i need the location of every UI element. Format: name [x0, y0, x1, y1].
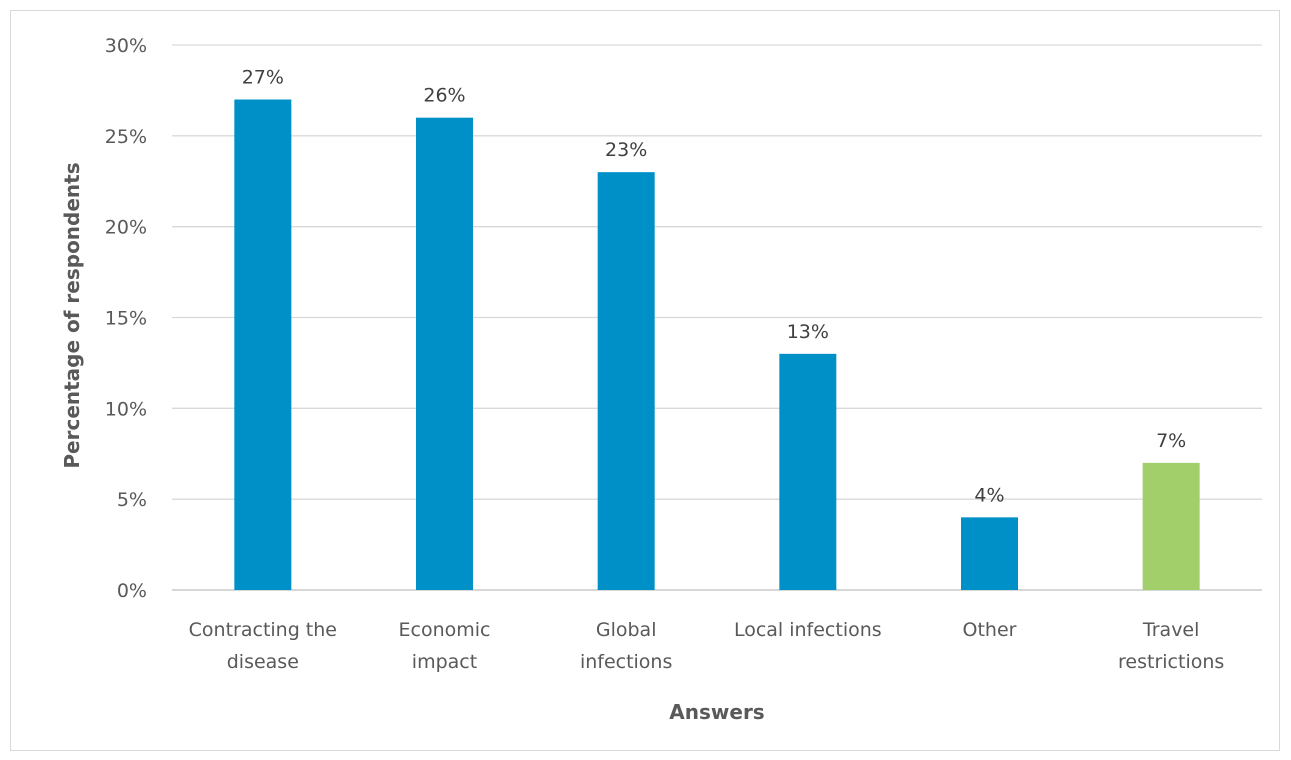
y-tick-label: 0% [117, 580, 147, 602]
x-tick-label: Economic impact [399, 619, 491, 673]
data-label: 26% [423, 85, 465, 107]
y-axis-title: Percentage of respondents [60, 162, 84, 468]
bars [234, 99, 1200, 591]
x-tick-label: Global infections [580, 619, 672, 673]
bar [1142, 462, 1200, 590]
bar [961, 517, 1018, 590]
x-tick-label: Contracting the disease [189, 619, 337, 673]
data-label: 4% [974, 484, 1004, 506]
bar [234, 99, 292, 590]
bar [779, 353, 837, 590]
y-tick-label: 30% [105, 35, 147, 57]
bar [597, 172, 655, 590]
y-tick-label: 20% [105, 217, 147, 239]
y-tick-label: 25% [105, 126, 147, 148]
data-label: 27% [242, 67, 284, 89]
data-label: 7% [1156, 430, 1186, 452]
x-axis-title: Answers [669, 700, 764, 724]
data-labels: 27% 26% 23% 13% 4% 7% [242, 67, 1187, 507]
data-label: 23% [605, 139, 647, 161]
y-tick-label: 15% [105, 308, 147, 330]
x-tick-label: Other [963, 619, 1017, 641]
x-tick-label: Travel restrictions [1118, 619, 1224, 673]
x-axis-ticks: Contracting the disease Economic impact Glob… [189, 619, 1225, 673]
y-tick-label: 5% [117, 489, 147, 511]
y-tick-label: 10% [105, 398, 147, 420]
gridlines [172, 44, 1262, 591]
x-tick-label: Local infections [734, 619, 882, 641]
bar [416, 117, 473, 591]
data-label: 13% [787, 321, 829, 343]
y-axis-ticks: 0% 5% 10% 15% 20% 25% 30% [105, 35, 147, 602]
